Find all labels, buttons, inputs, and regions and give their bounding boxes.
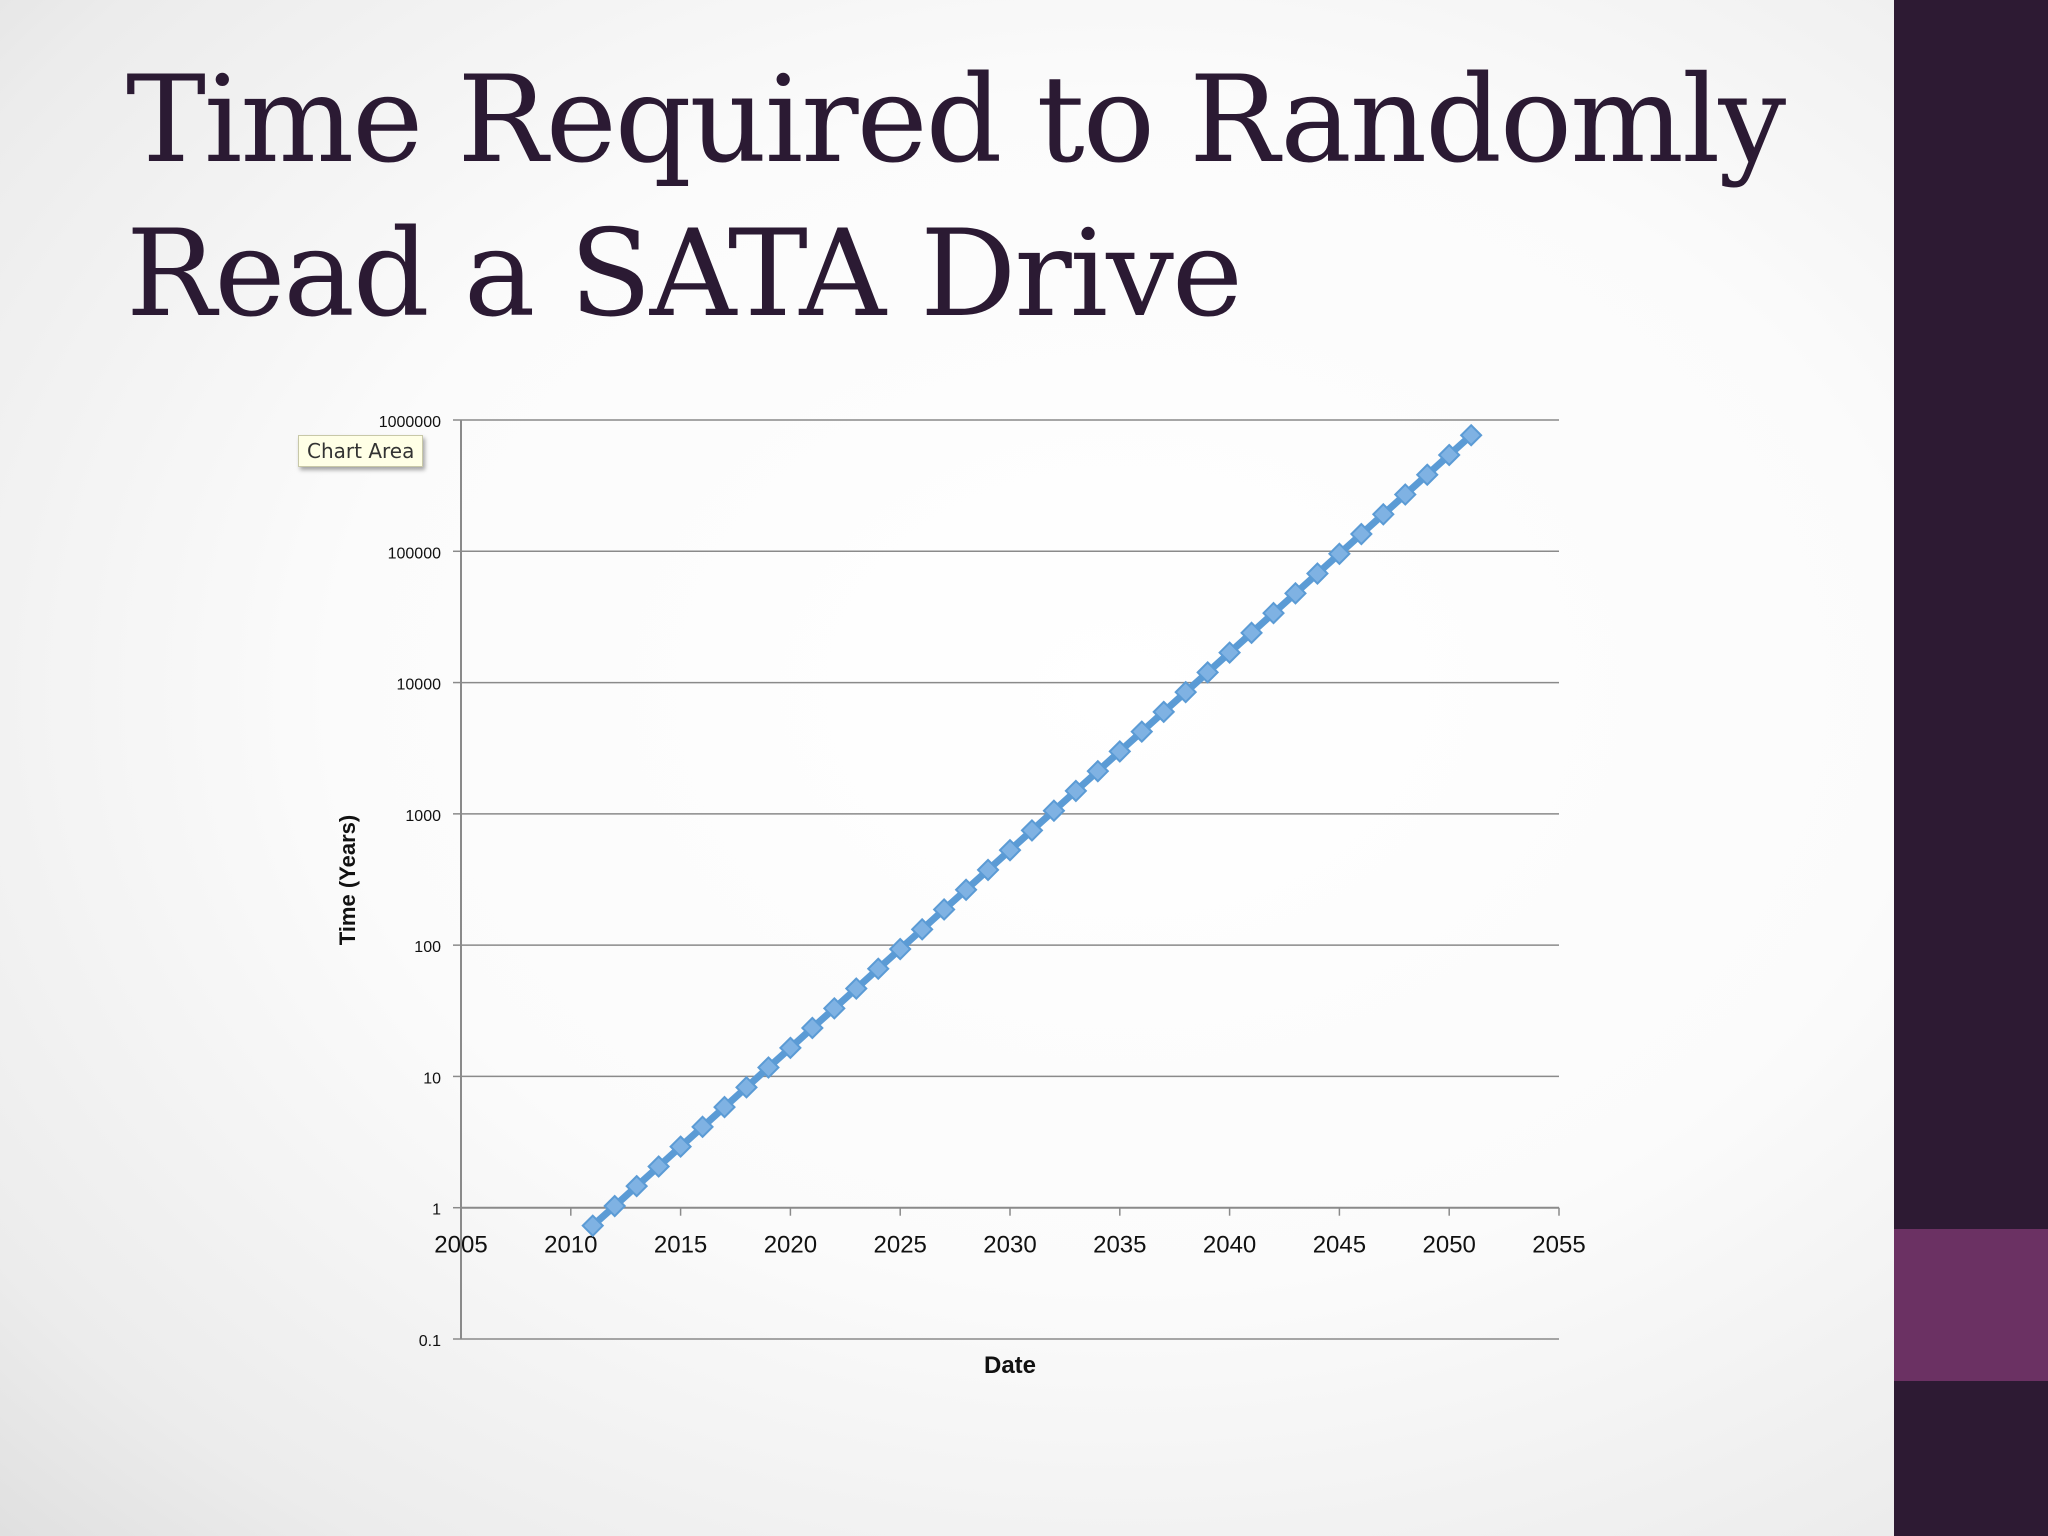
data-point[interactable]: [1218, 641, 1242, 665]
y-tick-labels: 0.1 1 10 100 1000 10000 100000 1000000: [379, 414, 441, 1350]
data-point[interactable]: [910, 917, 934, 941]
x-tick-labels: 2005 2010 2015 2020 2025 2030 2035 2040 2045 2050…: [434, 1232, 1585, 1259]
x-axis-label: Date: [984, 1352, 1036, 1379]
data-point[interactable]: [800, 1016, 824, 1040]
y-tick-label: 10000: [397, 677, 442, 694]
x-tick-label: 2010: [544, 1232, 597, 1259]
data-point[interactable]: [691, 1115, 714, 1139]
data-point[interactable]: [1042, 799, 1066, 823]
x-tick-label: 2030: [983, 1232, 1036, 1259]
x-tick-label: 2005: [434, 1232, 487, 1259]
data-point[interactable]: [1371, 502, 1395, 526]
data-point[interactable]: [1152, 700, 1176, 724]
data-point[interactable]: [866, 957, 890, 981]
x-tick-label: 2045: [1313, 1232, 1366, 1259]
data-point[interactable]: [713, 1095, 736, 1119]
data-point[interactable]: [954, 878, 978, 902]
data-point[interactable]: [1327, 542, 1351, 566]
series-group[interactable]: [581, 423, 1483, 1238]
data-point[interactable]: [1437, 443, 1461, 467]
y-tick-label: 100000: [388, 545, 441, 562]
data-point[interactable]: [1415, 463, 1439, 487]
data-point[interactable]: [1086, 759, 1110, 783]
data-point[interactable]: [888, 937, 912, 961]
y-tick-label: 10: [423, 1070, 441, 1087]
data-point[interactable]: [932, 898, 956, 921]
x-tick-label: 2055: [1532, 1232, 1585, 1259]
chart-area-tooltip: Chart Area: [298, 435, 424, 467]
data-point[interactable]: [1240, 621, 1263, 645]
data-point[interactable]: [1262, 601, 1285, 625]
data-point[interactable]: [581, 1214, 605, 1238]
y-tick-label: 1000: [405, 808, 441, 825]
x-tick-label: 2015: [654, 1232, 707, 1259]
data-point[interactable]: [844, 977, 868, 1000]
data-point[interactable]: [757, 1056, 780, 1079]
y-tick-label: 1: [432, 1202, 441, 1219]
data-point[interactable]: [998, 838, 1022, 862]
data-point[interactable]: [1284, 581, 1307, 605]
y-tick-label: 0.1: [419, 1333, 441, 1350]
slide-title-line-2: Read a SATA Drive: [126, 205, 1243, 344]
data-point[interactable]: [603, 1194, 627, 1218]
data-point[interactable]: [1349, 522, 1373, 546]
data-point[interactable]: [669, 1135, 693, 1159]
data-point[interactable]: [1393, 483, 1417, 506]
data-point[interactable]: [647, 1155, 671, 1178]
y-tick-label: 1000000: [379, 414, 441, 431]
data-point[interactable]: [778, 1036, 802, 1060]
data-point[interactable]: [1020, 818, 1044, 842]
data-point[interactable]: [1130, 720, 1154, 744]
data-point[interactable]: [1306, 562, 1329, 585]
y-tick-label: 100: [414, 939, 441, 956]
data-point[interactable]: [735, 1075, 758, 1099]
slide-title: Time Required to Randomly Read a SATA Dr…: [126, 44, 1826, 352]
data-point[interactable]: [1064, 779, 1088, 803]
x-tick-label: 2050: [1423, 1232, 1476, 1259]
x-tick-label: 2025: [874, 1232, 927, 1259]
data-point[interactable]: [822, 996, 846, 1020]
data-point[interactable]: [1174, 680, 1198, 704]
data-point[interactable]: [1108, 739, 1132, 763]
data-point[interactable]: [976, 858, 1000, 882]
axes: [460, 420, 1560, 1339]
x-tick-label: 2020: [764, 1232, 817, 1259]
data-point[interactable]: [1459, 423, 1483, 447]
data-point[interactable]: [1196, 660, 1220, 684]
y-axis-label: Time (Years): [335, 815, 360, 945]
slide-title-line-1: Time Required to Randomly: [126, 51, 1786, 190]
sidebar-accent: [1894, 1229, 2048, 1381]
x-tick-label: 2035: [1093, 1232, 1146, 1259]
data-point[interactable]: [625, 1174, 649, 1198]
gridlines: [453, 419, 1559, 1340]
x-tick-label: 2040: [1203, 1232, 1256, 1259]
